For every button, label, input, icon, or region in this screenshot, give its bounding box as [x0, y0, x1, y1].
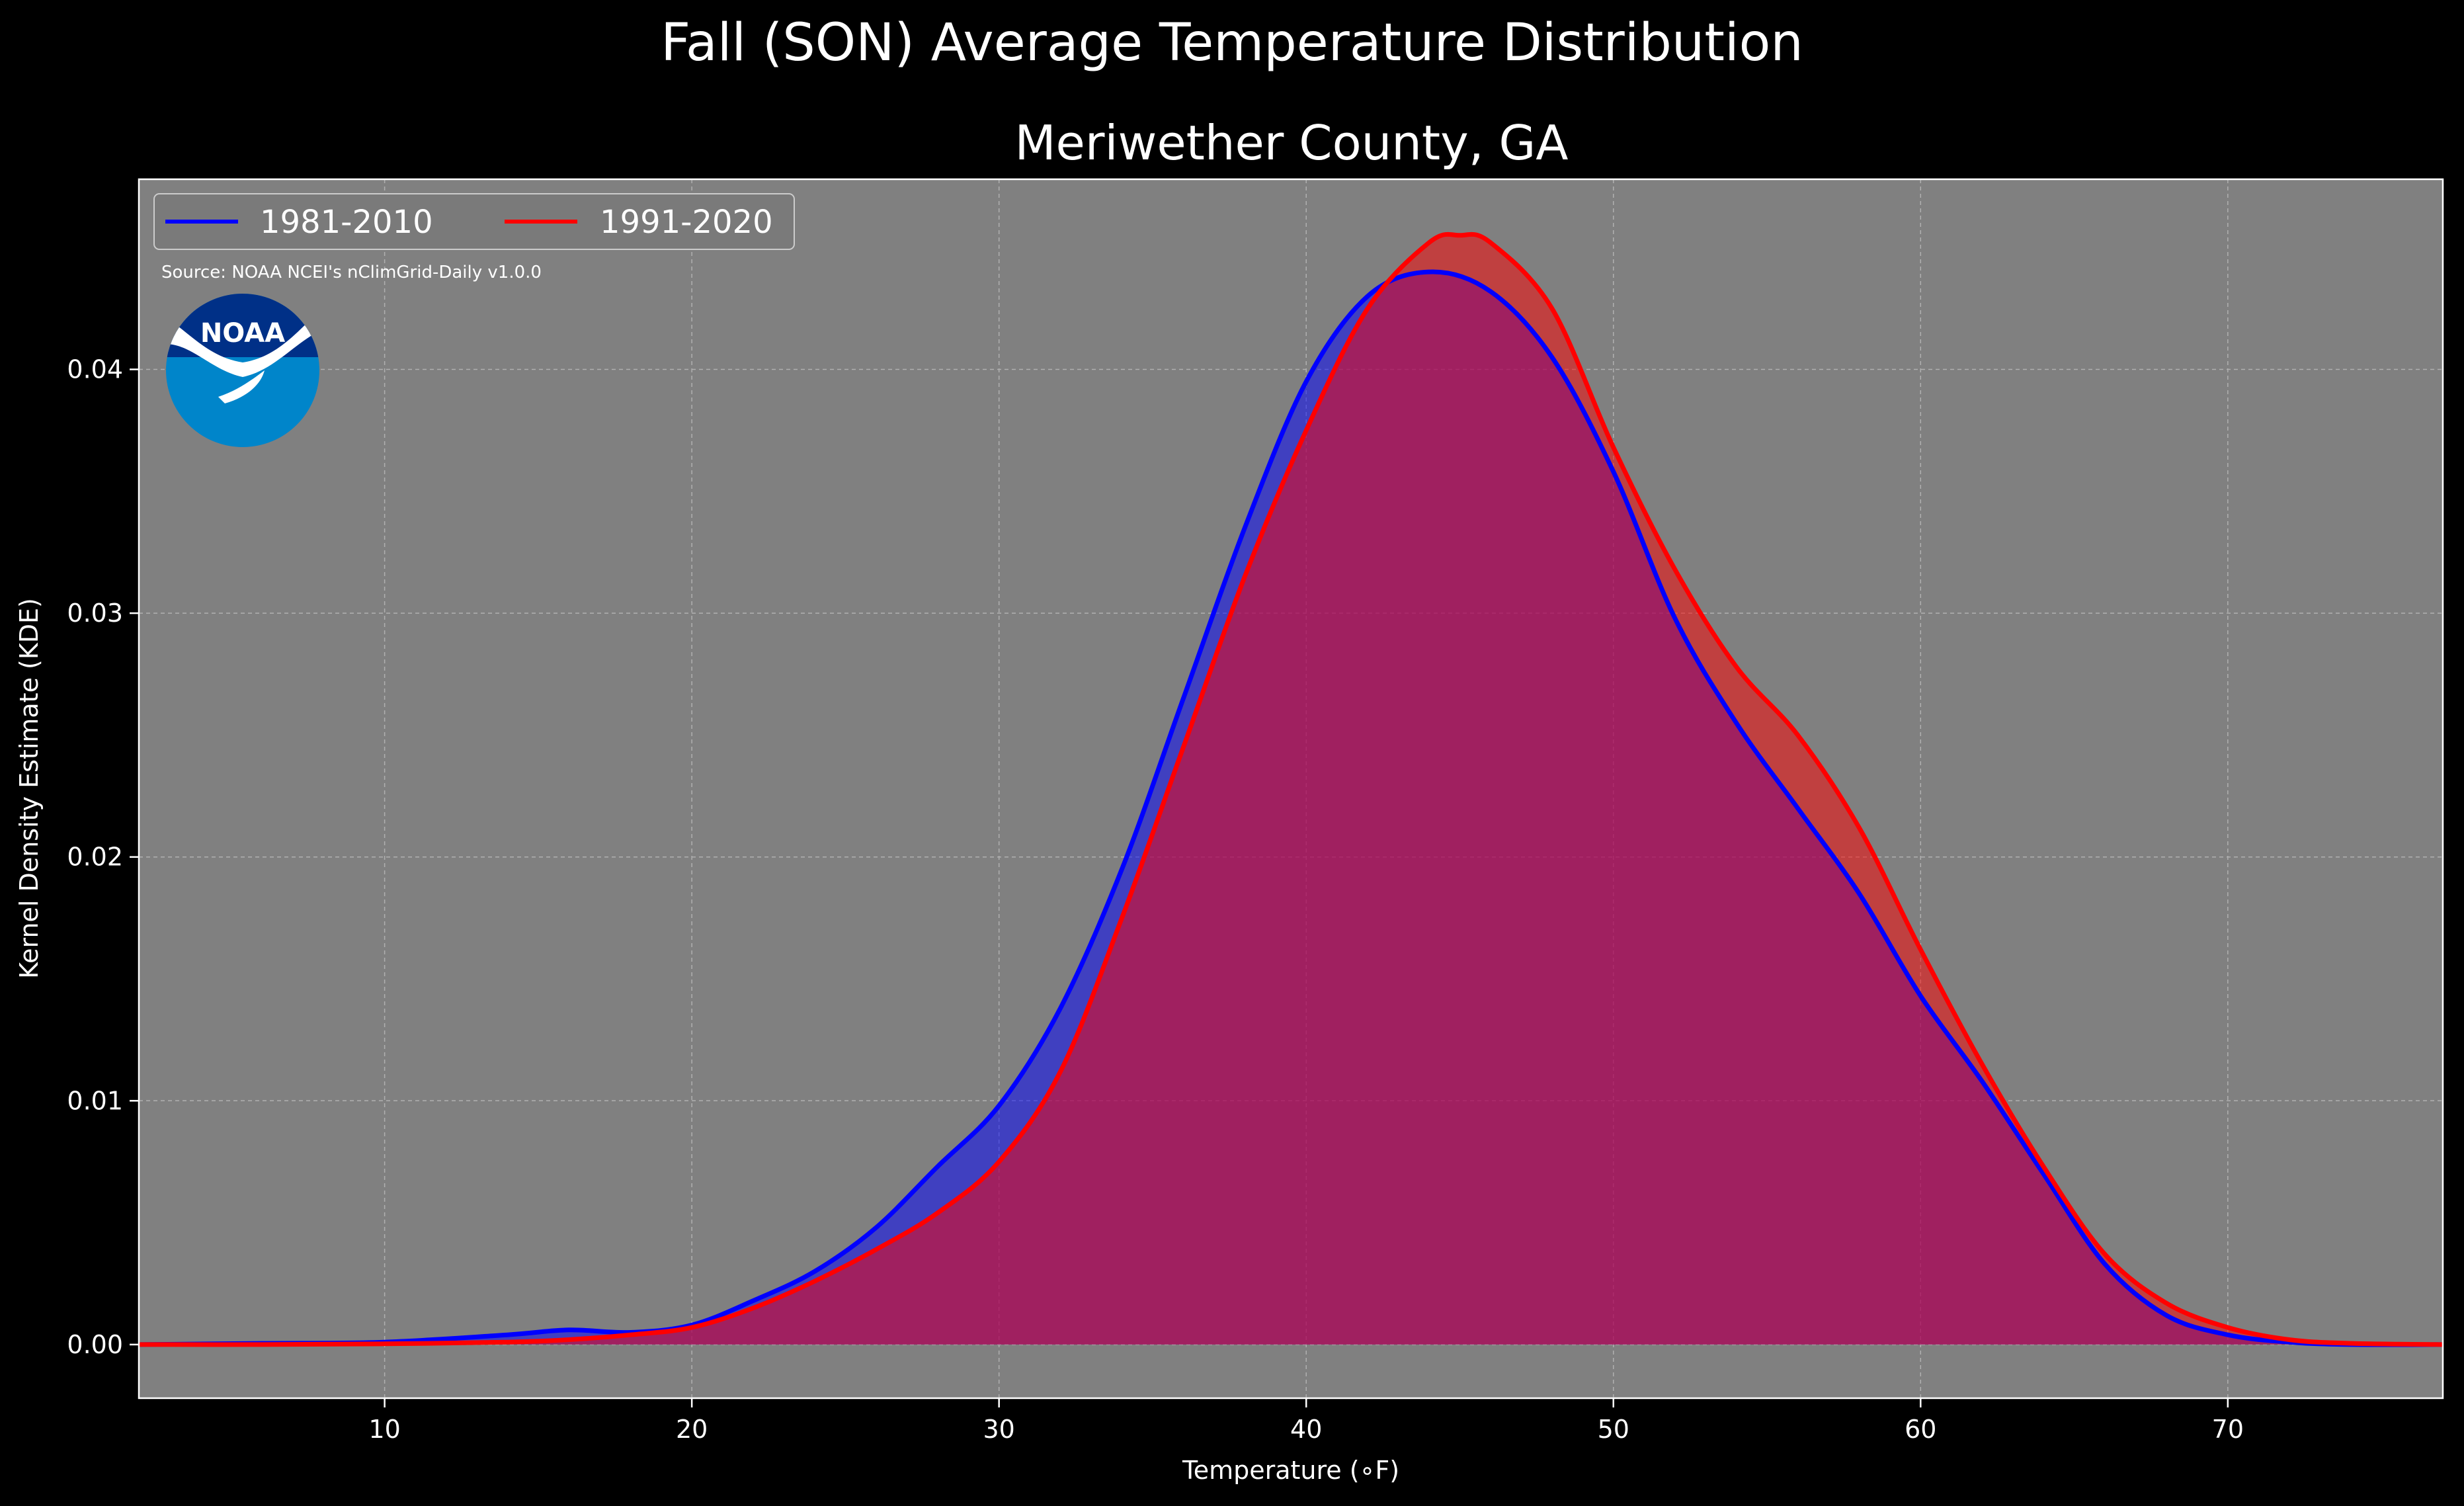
series-line-1981-2010 [138, 269, 2443, 1347]
logo-wave [166, 311, 319, 377]
series-line-1991-2020 [138, 231, 2443, 1347]
legend-label-1991-2020: 1991-2020 [600, 204, 773, 241]
chart-title: Meriwether County, GA [1014, 115, 1568, 171]
x-tick-label: 60 [1905, 1415, 1936, 1444]
y-tick-label: 0.01 [67, 1086, 123, 1115]
y-tick-label: 0.04 [67, 355, 123, 384]
y-axis-label: Kernel Density Estimate (KDE) [15, 598, 44, 979]
x-tick-label: 30 [983, 1415, 1015, 1444]
logo-text: NOAA [200, 318, 285, 349]
legend-box [153, 193, 795, 250]
x-tick-label: 10 [368, 1415, 400, 1444]
x-axis-label: Temperature (∘F) [1182, 1456, 1399, 1485]
logo-bird [218, 370, 265, 403]
y-tick-label: 0.03 [67, 599, 123, 628]
noaa-logo: NOAA [166, 294, 319, 447]
area-fill-1991-2020 [139, 234, 2443, 1345]
y-tick-label: 0.00 [67, 1330, 123, 1359]
series-fills [139, 234, 2443, 1345]
chart-suptitle: Fall (SON) Average Temperature Distribut… [661, 13, 1803, 73]
series-lines [138, 231, 2443, 1347]
source-annotation: Source: NOAA NCEI's nClimGrid-Daily v1.0… [161, 263, 542, 282]
x-tick-label: 50 [1598, 1415, 1629, 1444]
x-tick-label: 20 [676, 1415, 708, 1444]
axis-ticks: 10 20 30 40 50 60 70 0.00 0.01 0.02 0.03 0.04 [67, 355, 2244, 1444]
legend: 1981-2010 1991-2020 [153, 193, 795, 250]
x-tick-label: 70 [2212, 1415, 2244, 1444]
x-tick-label: 40 [1290, 1415, 1322, 1444]
legend-label-1981-2010: 1981-2010 [260, 204, 433, 241]
plot-frame [138, 178, 2444, 1400]
y-tick-label: 0.02 [67, 843, 123, 872]
